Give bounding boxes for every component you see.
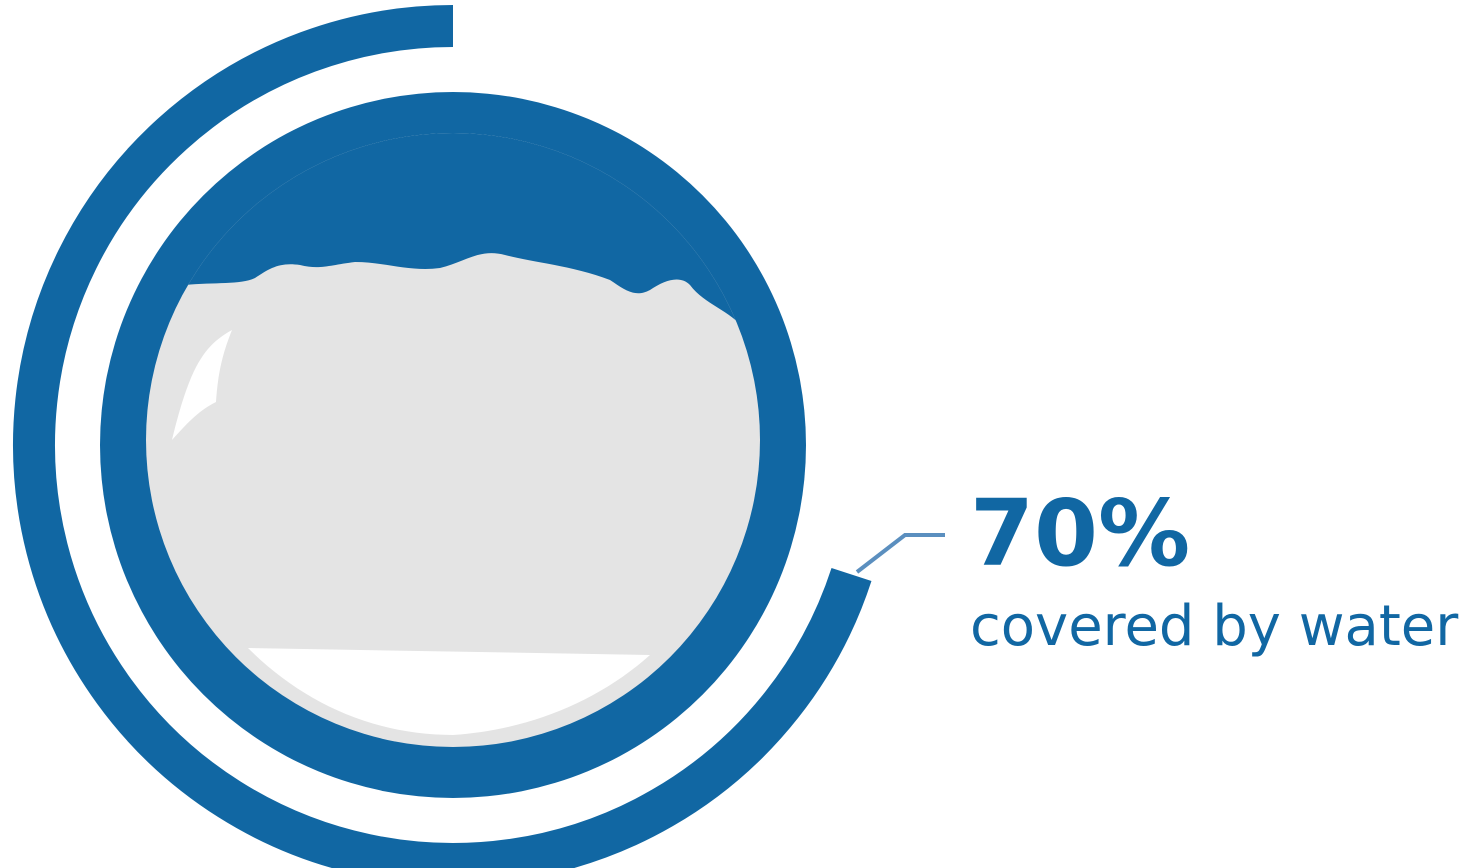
globe-water bbox=[146, 133, 760, 747]
category-label: covered by water bbox=[970, 594, 1459, 659]
bottom-highlight bbox=[248, 648, 650, 735]
connector-line bbox=[855, 533, 945, 574]
globe bbox=[100, 92, 806, 798]
progress-arc bbox=[13, 5, 872, 868]
value-label: 70% bbox=[970, 480, 1190, 587]
side-highlight bbox=[172, 330, 232, 440]
